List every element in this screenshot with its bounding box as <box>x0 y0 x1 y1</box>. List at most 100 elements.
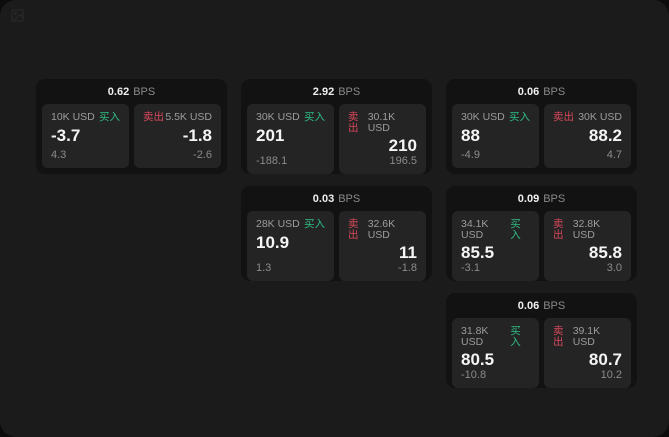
bps-value: 0.09 <box>517 192 540 205</box>
sell-price: 88.2 <box>588 125 622 145</box>
sell-panel[interactable]: 卖出 32.8K USD 85.8 3.0 <box>544 211 631 281</box>
sell-amount-label: 39.1K USD <box>572 325 601 348</box>
sell-amount-label: 30.1K USD <box>367 111 396 134</box>
sell-side-label: 卖出 <box>553 111 574 123</box>
buy-panel-top: 28K USD 买入 <box>256 219 325 230</box>
buy-price: 80.5 <box>461 350 495 369</box>
bps-header: 0.06 BPS <box>446 79 637 104</box>
sell-panel[interactable]: 卖出 30.1K USD 210 196.5 <box>339 104 426 174</box>
bps-suffix-label: BPS <box>338 85 361 98</box>
buy-panel[interactable]: 28K USD 买入 10.9 1.3 <box>247 211 334 281</box>
sell-panel-top: 卖出 32.6K USD <box>348 219 417 240</box>
bps-suffix-label: BPS <box>133 85 156 98</box>
sell-price: 80.7 <box>588 350 622 369</box>
sell-panel[interactable]: 卖出 30K USD 88.2 4.7 <box>544 104 631 168</box>
sell-delta: -1.8 <box>398 261 417 274</box>
sell-amount-label: 32.8K USD <box>572 218 601 241</box>
sell-price: 11 <box>399 243 417 262</box>
sell-panel-top: 卖出 30K USD <box>553 112 622 123</box>
buy-panel-top: 30K USD 买入 <box>256 112 325 123</box>
buy-price: 88 <box>461 125 480 145</box>
buy-amount-label: 30K USD <box>256 111 300 123</box>
buy-price: 85.5 <box>461 243 495 262</box>
card-body: 28K USD 买入 10.9 1.3 卖出 32.6K USD 11 -1.8 <box>241 211 432 281</box>
bps-suffix-label: BPS <box>543 192 566 205</box>
buy-amount-label: 31.8K USD <box>461 325 489 348</box>
buy-panel[interactable]: 30K USD 买入 88 -4.9 <box>452 104 539 168</box>
sell-side-label: 卖出 <box>348 218 359 241</box>
buy-panel-top: 10K USD 买入 <box>51 112 120 123</box>
sell-price: 210 <box>388 136 417 155</box>
sell-panel[interactable]: 卖出 39.1K USD 80.7 10.2 <box>544 318 631 388</box>
sell-amount-label: 5.5K USD <box>165 111 212 123</box>
quote-card: 0.62 BPS 10K USD 买入 -3.7 4.3 卖出 5.5K USD… <box>36 79 227 174</box>
bps-header: 0.03 BPS <box>241 186 432 211</box>
buy-amount-label: 28K USD <box>256 218 300 230</box>
buy-panel[interactable]: 30K USD 买入 201 -188.1 <box>247 104 334 174</box>
buy-delta: 4.3 <box>51 149 67 161</box>
bps-header: 0.62 BPS <box>36 79 227 104</box>
buy-panel[interactable]: 31.8K USD 买入 80.5 -10.8 <box>452 318 539 388</box>
bps-value: 0.62 <box>107 85 130 98</box>
quote-card: 0.06 BPS 31.8K USD 买入 80.5 -10.8 卖出 39.1… <box>446 293 637 388</box>
buy-delta: 1.3 <box>256 261 272 274</box>
buy-price: 201 <box>256 125 285 145</box>
buy-delta: -10.8 <box>461 368 487 381</box>
quote-card: 0.03 BPS 28K USD 买入 10.9 1.3 卖出 32.6K US… <box>241 186 432 281</box>
sell-delta: 4.7 <box>606 149 622 161</box>
bps-suffix-label: BPS <box>543 85 566 98</box>
buy-amount-label: 30K USD <box>461 111 505 123</box>
card-body: 34.1K USD 买入 85.5 -3.1 卖出 32.8K USD 85.8… <box>446 211 637 281</box>
bps-value: 0.06 <box>517 85 540 98</box>
image-placeholder-icon <box>11 9 24 22</box>
quote-card: 0.06 BPS 30K USD 买入 88 -4.9 卖出 30K USD 8… <box>446 79 637 174</box>
buy-side-label: 买入 <box>99 111 120 123</box>
card-body: 10K USD 买入 -3.7 4.3 卖出 5.5K USD -1.8 -2.… <box>36 104 227 174</box>
buy-price: 10.9 <box>256 232 290 252</box>
buy-delta: -3.1 <box>461 261 480 274</box>
buy-side-label: 买入 <box>510 218 521 241</box>
buy-delta: -188.1 <box>256 154 288 167</box>
buy-price: -3.7 <box>51 125 81 145</box>
sell-side-label: 卖出 <box>553 218 564 241</box>
buy-side-label: 买入 <box>304 111 325 123</box>
sell-amount-label: 30K USD <box>578 111 622 123</box>
sell-panel-top: 卖出 30.1K USD <box>348 112 417 133</box>
quote-cards-grid: 0.62 BPS 10K USD 买入 -3.7 4.3 卖出 5.5K USD… <box>36 79 637 388</box>
sell-delta: 3.0 <box>606 261 622 274</box>
sell-side-label: 卖出 <box>348 111 359 134</box>
buy-panel-top: 30K USD 买入 <box>461 112 530 123</box>
buy-delta: -4.9 <box>461 149 480 161</box>
bps-value: 0.06 <box>517 299 540 312</box>
buy-panel[interactable]: 10K USD 买入 -3.7 4.3 <box>42 104 129 168</box>
card-body: 30K USD 买入 201 -188.1 卖出 30.1K USD 210 1… <box>241 104 432 174</box>
card-body: 31.8K USD 买入 80.5 -10.8 卖出 39.1K USD 80.… <box>446 318 637 388</box>
sell-price: 85.8 <box>588 243 622 262</box>
sell-side-label: 卖出 <box>553 325 564 348</box>
sell-panel-top: 卖出 39.1K USD <box>553 326 622 347</box>
sell-panel-top: 卖出 5.5K USD <box>143 112 212 123</box>
buy-side-label: 买入 <box>510 325 521 348</box>
card-body: 30K USD 买入 88 -4.9 卖出 30K USD 88.2 4.7 <box>446 104 637 174</box>
sell-panel[interactable]: 卖出 32.6K USD 11 -1.8 <box>339 211 426 281</box>
buy-panel[interactable]: 34.1K USD 买入 85.5 -3.1 <box>452 211 539 281</box>
bps-header: 0.06 BPS <box>446 293 637 318</box>
sell-price: -1.8 <box>182 125 212 145</box>
buy-amount-label: 34.1K USD <box>461 218 489 241</box>
buy-panel-top: 31.8K USD 买入 <box>461 326 530 347</box>
buy-side-label: 买入 <box>509 111 530 123</box>
sell-delta: 196.5 <box>389 154 417 167</box>
sell-delta: 10.2 <box>600 368 622 381</box>
sell-delta: -2.6 <box>193 149 212 161</box>
buy-panel-top: 34.1K USD 买入 <box>461 219 530 240</box>
quote-card: 0.09 BPS 34.1K USD 买入 85.5 -3.1 卖出 32.8K… <box>446 186 637 281</box>
bps-header: 0.09 BPS <box>446 186 637 211</box>
bps-value: 0.03 <box>312 192 335 205</box>
sell-panel[interactable]: 卖出 5.5K USD -1.8 -2.6 <box>134 104 221 168</box>
bps-suffix-label: BPS <box>338 192 361 205</box>
sell-amount-label: 32.6K USD <box>367 218 396 241</box>
bps-suffix-label: BPS <box>543 299 566 312</box>
bps-value: 2.92 <box>312 85 335 98</box>
bps-header: 2.92 BPS <box>241 79 432 104</box>
